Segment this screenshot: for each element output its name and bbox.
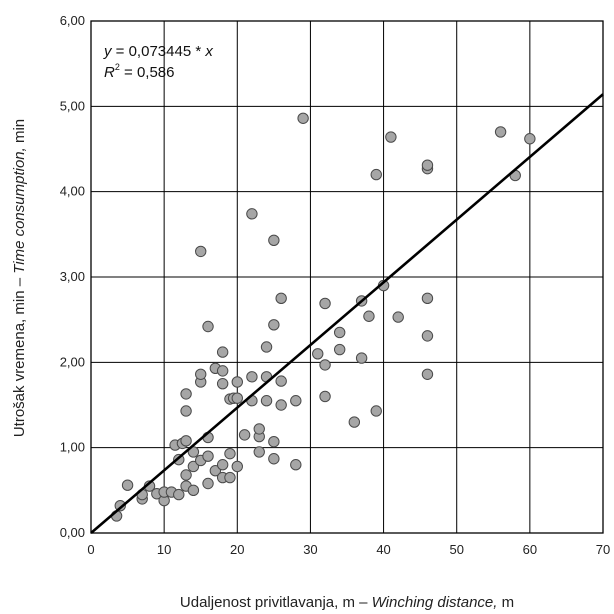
equation-body: = 0,073445 *	[112, 43, 206, 60]
y-tick-label: 4,00	[60, 184, 85, 199]
y-axis-label: Utrošak vremena, min – Time consumption,…	[11, 119, 28, 437]
data-point	[202, 477, 214, 490]
y-axis-label-italic: Time consumption,	[11, 147, 28, 274]
trendline	[90, 93, 604, 534]
data-point	[290, 459, 302, 471]
x-tick-labels: 0 10 20 30 40 50 60 70	[87, 542, 610, 557]
data-point	[268, 319, 280, 331]
y-tick-label: 5,00	[60, 98, 85, 113]
x-tick-label: 60	[523, 542, 537, 557]
data-point	[421, 292, 434, 305]
data-point	[260, 395, 273, 407]
r-squared-line: R2 = 0,586	[104, 62, 175, 81]
data-point	[524, 133, 536, 145]
data-point	[253, 423, 265, 435]
data-point	[114, 499, 126, 512]
data-point	[202, 450, 214, 462]
data-point	[355, 352, 368, 364]
equation-line: y = 0,073445 * x	[103, 43, 213, 60]
y-axis-label-suffix: min	[11, 119, 28, 147]
data-point	[231, 460, 243, 473]
data-point	[385, 131, 397, 143]
data-point	[319, 297, 331, 310]
data-point	[333, 343, 346, 356]
data-point	[421, 159, 434, 171]
x-tick-label: 30	[303, 542, 317, 557]
data-point	[421, 368, 434, 380]
data-point	[333, 326, 346, 339]
r-superscript: 2	[115, 62, 120, 72]
r-squared-value: = 0,586	[120, 64, 175, 81]
data-point	[187, 460, 200, 473]
data-point	[180, 388, 192, 400]
data-point	[312, 348, 324, 360]
x-tick-label: 0	[87, 542, 94, 557]
data-point	[268, 453, 280, 465]
data-point	[260, 341, 273, 353]
data-point	[275, 375, 287, 387]
data-point	[216, 459, 229, 471]
data-point	[421, 330, 434, 342]
data-point	[209, 465, 222, 477]
y-tick-labels: 0,00 1,00 2,00 3,00 4,00 5,00 6,00	[60, 13, 85, 540]
data-point	[370, 405, 382, 417]
y-tick-label: 0,00	[60, 525, 85, 540]
y-tick-label: 3,00	[60, 269, 85, 284]
data-point	[195, 245, 207, 258]
y-axis-label-prefix: Utrošak vremena, min –	[11, 274, 28, 437]
data-point	[180, 469, 192, 481]
x-axis-label-suffix: m	[497, 594, 514, 611]
data-point	[268, 435, 280, 448]
x-axis-label-italic: Winching distance,	[372, 594, 498, 611]
x-tick-label: 40	[376, 542, 390, 557]
x-tick-label: 70	[596, 542, 610, 557]
data-point	[180, 435, 192, 447]
data-point	[231, 392, 243, 404]
data-point	[290, 395, 302, 407]
y-tick-label: 2,00	[60, 354, 85, 369]
data-point	[275, 292, 287, 305]
equation-y: y	[103, 43, 113, 60]
plot-frame	[90, 20, 604, 534]
data-point	[363, 310, 375, 322]
data-point	[224, 447, 236, 460]
data-point	[246, 371, 258, 383]
data-point	[202, 320, 214, 333]
data-point	[216, 377, 229, 390]
data-point	[180, 405, 192, 417]
y-tick-label: 6,00	[60, 13, 85, 28]
x-axis-label: Udaljenost privitlavanja, m – Winching d…	[180, 594, 514, 611]
data-point	[216, 346, 229, 358]
r-symbol: R	[104, 64, 115, 81]
x-tick-label: 50	[449, 542, 463, 557]
data-point	[494, 126, 507, 138]
data-point	[297, 112, 309, 124]
data-point	[195, 368, 207, 380]
data-point	[348, 416, 361, 428]
data-point	[173, 488, 185, 501]
data-point	[187, 484, 200, 497]
x-tick-label: 10	[157, 542, 171, 557]
data-point	[231, 376, 243, 388]
equation-x: x	[204, 43, 213, 60]
data-point	[246, 208, 258, 220]
data-point	[121, 479, 134, 491]
data-point	[319, 390, 331, 403]
data-point	[216, 365, 229, 377]
data-point	[370, 168, 382, 181]
data-point	[275, 399, 287, 411]
y-tick-label: 1,00	[60, 440, 85, 455]
data-point	[238, 429, 251, 441]
data-point	[224, 471, 236, 484]
data-point	[268, 234, 280, 247]
x-tick-label: 20	[230, 542, 244, 557]
x-axis-label-prefix: Udaljenost privitlavanja, m –	[180, 594, 372, 611]
data-point	[319, 359, 331, 371]
data-point	[253, 446, 265, 458]
data-point	[392, 311, 404, 323]
grid-lines	[90, 20, 604, 534]
